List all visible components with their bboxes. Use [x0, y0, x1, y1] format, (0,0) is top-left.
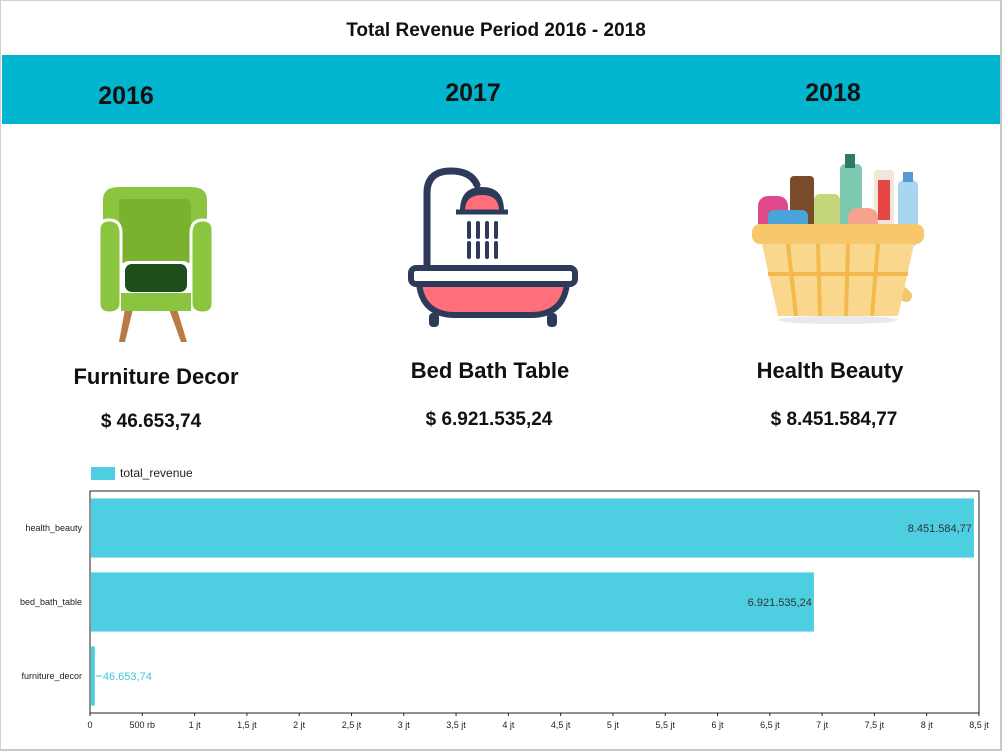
- year-2018: 2018: [805, 79, 861, 107]
- bar-bed_bath_table: [91, 572, 814, 632]
- cosmetics-basket-icon: [752, 154, 924, 324]
- category-name-2016: Furniture Decor: [73, 364, 239, 389]
- x-tick-label: 3 jt: [398, 720, 411, 730]
- armchair-cushion: [125, 264, 187, 292]
- armchair-base: [121, 293, 191, 311]
- armchair-arm-right: [189, 218, 215, 315]
- category-label-health_beauty: health_beauty: [25, 523, 82, 533]
- category-name-2017: Bed Bath Table: [410, 358, 570, 383]
- category-name-2018: Health Beauty: [756, 358, 904, 383]
- page-title: Total Revenue Period 2016 - 2018: [346, 20, 646, 41]
- bathtub-foot-right: [547, 313, 557, 327]
- pump-teal: [845, 154, 855, 168]
- legend-label: total_revenue: [120, 466, 193, 480]
- cap-blue: [903, 172, 913, 182]
- data-label-health_beauty: 8.451.584,77: [908, 523, 972, 535]
- bar-furniture_decor: [91, 646, 95, 706]
- legend-swatch: [91, 467, 115, 480]
- x-tick-label: 6,5 jt: [760, 720, 780, 730]
- x-tick-label: 4,5 jt: [551, 720, 571, 730]
- bar-health_beauty: [91, 498, 974, 558]
- armchair-leg-right: [169, 309, 187, 342]
- x-tick-label: 1,5 jt: [237, 720, 257, 730]
- data-label-furniture_decor: 46.653,74: [103, 671, 152, 683]
- category-label-bed_bath_table: bed_bath_table: [20, 597, 82, 607]
- year-band: [2, 55, 1000, 124]
- x-tick-label: 1 jt: [189, 720, 202, 730]
- basket-rim: [752, 224, 924, 244]
- x-tick-label: 7 jt: [816, 720, 829, 730]
- revenue-2016: $ 46.653,74: [100, 411, 202, 432]
- revenue-2017: $ 6.921.535,24: [425, 409, 553, 430]
- year-2016: 2016: [98, 82, 154, 110]
- x-tick-label: 0: [87, 720, 92, 730]
- basket-slat-4: [870, 243, 880, 317]
- x-tick-label: 7,5 jt: [865, 720, 885, 730]
- armchair-leg-left: [119, 309, 133, 342]
- bathtub-basin: [415, 281, 571, 318]
- x-tick-label: 500 rb: [130, 720, 156, 730]
- x-tick-label: 3,5 jt: [446, 720, 466, 730]
- tube-red: [878, 180, 890, 220]
- x-tick-label: 4 jt: [502, 720, 515, 730]
- basket-slat-3: [844, 243, 850, 317]
- basket-shadow: [778, 316, 898, 324]
- bathtub-icon: [408, 167, 578, 327]
- basket-slat-1: [786, 243, 798, 317]
- armchair-back-inner: [118, 199, 191, 263]
- shower-pipe: [423, 167, 481, 273]
- shower-head-inner: [465, 195, 499, 211]
- bar-chart: health_beauty 8.451.584,77 bed_bath_table 6…: [20, 490, 989, 730]
- armchair-icon: [97, 187, 215, 342]
- basket-body: [762, 244, 914, 316]
- chart-plot-frame: [89, 490, 980, 714]
- bathtub-foot-left: [429, 313, 439, 327]
- x-tick-label: 2,5 jt: [342, 720, 362, 730]
- x-tick-label: 5,5 jt: [655, 720, 675, 730]
- year-2017: 2017: [445, 79, 501, 107]
- x-tick-label: 6 jt: [712, 720, 725, 730]
- x-tick-label: 5 jt: [607, 720, 620, 730]
- x-tick-label: 2 jt: [293, 720, 306, 730]
- category-label-furniture_decor: furniture_decor: [21, 671, 82, 681]
- revenue-2018: $ 8.451.584,77: [770, 409, 898, 430]
- x-tick-label: 8,5 jt: [969, 720, 989, 730]
- armchair-arm-left: [97, 218, 123, 315]
- data-label-bed_bath_table: 6.921.535,24: [748, 597, 812, 609]
- x-tick-label: 8 jt: [921, 720, 934, 730]
- basket-slat-2: [816, 243, 822, 317]
